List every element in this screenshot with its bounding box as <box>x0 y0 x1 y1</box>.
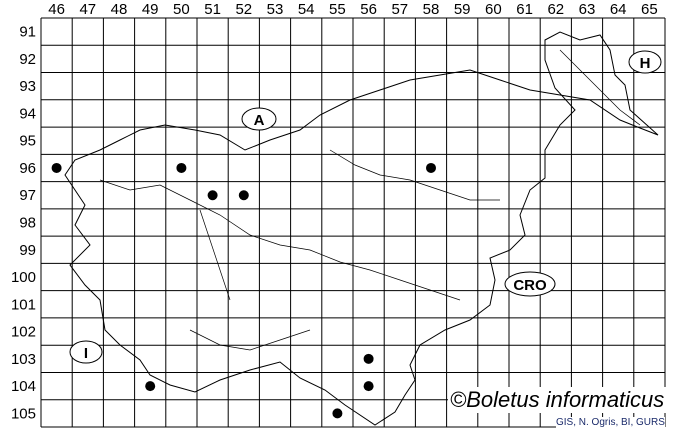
occurrence-dot <box>363 381 374 392</box>
column-label: 46 <box>48 1 65 18</box>
column-label: 65 <box>641 1 658 18</box>
occurrence-dot <box>238 190 249 201</box>
country-label-hungary: H <box>628 50 662 74</box>
country-label-italy: I <box>69 340 103 364</box>
occurrence-dot <box>426 162 436 173</box>
rivers <box>99 49 641 351</box>
row-label: 98 <box>19 215 36 232</box>
occurrence-dot <box>51 162 62 173</box>
row-label: 94 <box>19 105 36 122</box>
country-label-austria-text: A <box>254 112 265 129</box>
row-label: 100 <box>11 269 36 286</box>
country-border <box>64 31 659 426</box>
column-label: 52 <box>235 1 252 18</box>
column-label: 47 <box>79 1 96 18</box>
column-label: 60 <box>485 1 502 18</box>
country-label-croatia: CRO <box>504 271 556 297</box>
row-label: 99 <box>19 242 36 259</box>
row-label: 101 <box>11 296 36 313</box>
data-source: GIS, N. Ogris, BI, GURS <box>556 417 665 428</box>
column-label: 57 <box>391 1 408 18</box>
row-label: 104 <box>11 378 36 395</box>
column-label: 56 <box>360 1 377 18</box>
country-label-hungary-text: H <box>640 55 651 72</box>
column-label: 58 <box>423 1 440 18</box>
column-label: 49 <box>142 1 159 18</box>
column-label: 54 <box>298 1 315 18</box>
column-label: 59 <box>454 1 471 18</box>
row-label: 97 <box>19 187 36 204</box>
column-label: 50 <box>173 1 190 18</box>
row-label: 91 <box>19 24 36 41</box>
occurrence-dots <box>51 162 436 419</box>
country-label-croatia-text: CRO <box>513 277 547 294</box>
row-label: 95 <box>19 133 36 150</box>
occurrence-dot <box>207 190 218 201</box>
column-label: 61 <box>516 1 533 18</box>
row-label: 105 <box>11 405 36 422</box>
column-label: 53 <box>267 1 284 18</box>
column-label: 62 <box>547 1 564 18</box>
column-label: 55 <box>329 1 346 18</box>
occurrence-dot <box>145 381 156 392</box>
row-label: 96 <box>19 160 36 177</box>
occurrence-dot <box>363 353 374 364</box>
column-label: 64 <box>610 1 627 18</box>
column-label: 51 <box>204 1 221 18</box>
occurrence-dot <box>332 408 343 419</box>
row-label: 93 <box>19 78 36 95</box>
occurrence-dot <box>176 162 187 173</box>
column-label: 48 <box>111 1 128 18</box>
country-label-italy-text: I <box>84 345 88 362</box>
column-label: 63 <box>579 1 596 18</box>
row-label: 103 <box>11 351 36 368</box>
row-label: 102 <box>11 324 36 341</box>
utm-grid <box>40 17 666 428</box>
row-label: 92 <box>19 51 36 68</box>
country-label-austria: A <box>241 107 277 131</box>
copyright-credit: ©Boletus informaticus <box>448 387 667 413</box>
